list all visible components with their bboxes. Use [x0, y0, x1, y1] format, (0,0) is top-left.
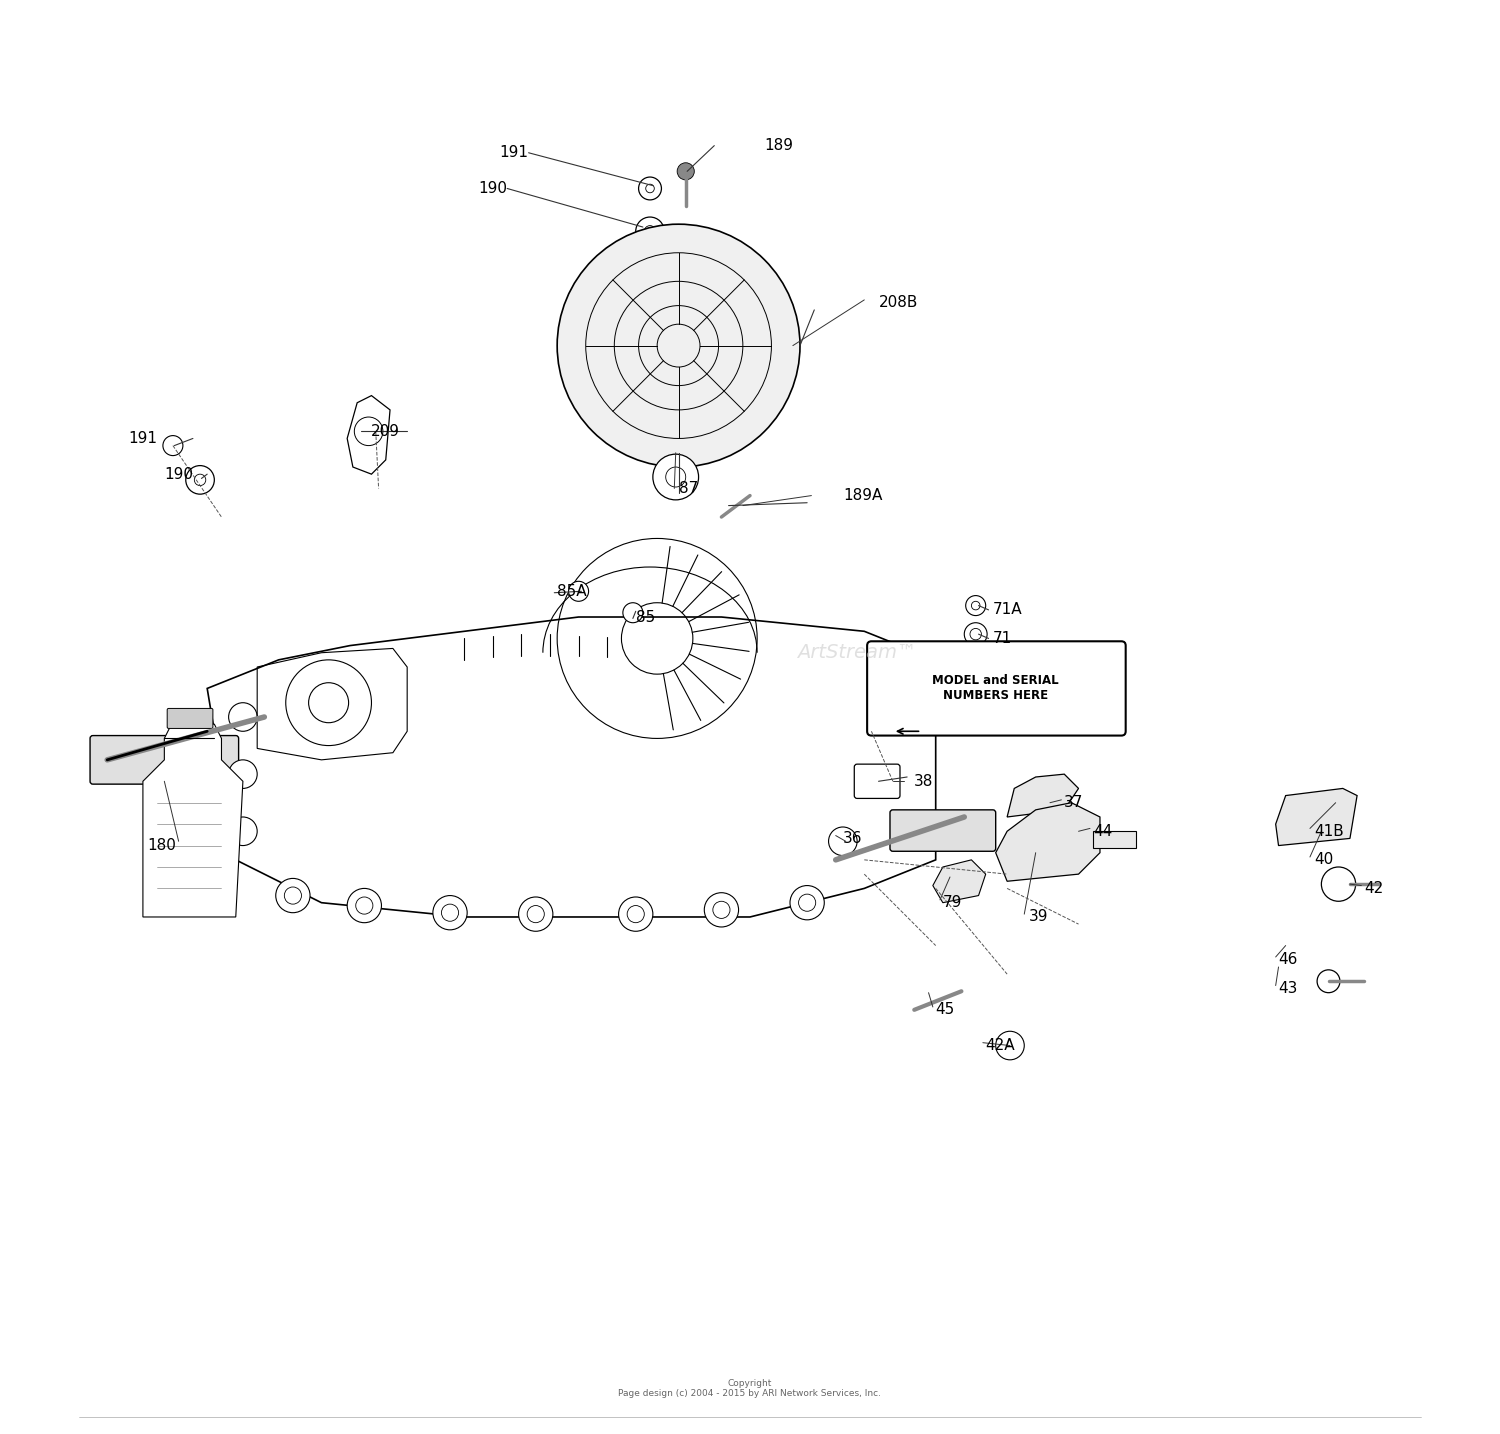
Polygon shape [1094, 832, 1136, 849]
Text: 180: 180 [147, 837, 176, 853]
Circle shape [966, 595, 986, 615]
Text: 85A: 85A [556, 584, 586, 599]
Text: 43: 43 [1278, 981, 1298, 995]
Polygon shape [996, 803, 1100, 882]
Circle shape [652, 455, 699, 500]
Circle shape [964, 622, 987, 645]
Circle shape [996, 1031, 1024, 1060]
Text: 79: 79 [944, 895, 962, 911]
Circle shape [354, 417, 382, 446]
Circle shape [636, 217, 664, 245]
Polygon shape [346, 396, 390, 475]
FancyBboxPatch shape [166, 708, 213, 728]
Text: Copyright
Page design (c) 2004 - 2015 by ARI Network Services, Inc.: Copyright Page design (c) 2004 - 2015 by… [618, 1378, 882, 1398]
Text: 42A: 42A [986, 1038, 1016, 1053]
Circle shape [519, 898, 554, 931]
Text: 191: 191 [128, 432, 158, 446]
Circle shape [1322, 868, 1356, 902]
Text: 209: 209 [370, 424, 400, 439]
Circle shape [186, 466, 214, 495]
Circle shape [228, 703, 256, 731]
Text: 42: 42 [1364, 880, 1383, 896]
Text: 71: 71 [993, 631, 1012, 645]
Text: 71A: 71A [993, 602, 1023, 618]
Circle shape [790, 886, 825, 919]
Circle shape [556, 224, 800, 467]
Text: 39: 39 [1029, 909, 1048, 925]
Circle shape [622, 602, 644, 622]
Text: 190: 190 [478, 181, 507, 196]
Text: 190: 190 [164, 466, 194, 482]
Circle shape [705, 893, 738, 926]
Polygon shape [933, 860, 986, 902]
Circle shape [639, 176, 662, 199]
Polygon shape [142, 724, 243, 916]
Text: 85: 85 [636, 609, 656, 625]
Circle shape [1317, 969, 1340, 992]
Circle shape [228, 817, 256, 846]
Circle shape [228, 760, 256, 789]
Circle shape [676, 163, 694, 179]
Text: 191: 191 [500, 145, 528, 161]
Text: 46: 46 [1278, 952, 1298, 968]
Polygon shape [1007, 774, 1078, 817]
Circle shape [276, 879, 310, 912]
Text: MODEL and SERIAL
NUMBERS HERE: MODEL and SERIAL NUMBERS HERE [933, 674, 1059, 703]
FancyBboxPatch shape [867, 641, 1125, 736]
Text: 45: 45 [936, 1002, 956, 1017]
Text: 189A: 189A [843, 488, 882, 503]
Polygon shape [1275, 789, 1358, 846]
Text: 38: 38 [915, 774, 933, 789]
FancyBboxPatch shape [855, 764, 900, 799]
Text: 41B: 41B [1314, 823, 1344, 839]
FancyBboxPatch shape [890, 810, 996, 852]
Text: 189: 189 [765, 138, 794, 153]
Circle shape [346, 889, 381, 922]
Text: 44: 44 [1094, 823, 1112, 839]
Text: 87: 87 [678, 480, 698, 496]
Circle shape [568, 581, 588, 601]
Text: ArtStream™: ArtStream™ [798, 644, 916, 663]
Circle shape [618, 898, 652, 931]
Text: 37: 37 [1065, 796, 1083, 810]
Text: 40: 40 [1314, 852, 1334, 868]
Circle shape [164, 436, 183, 456]
FancyBboxPatch shape [90, 736, 238, 784]
Text: 208B: 208B [879, 295, 918, 310]
Text: 36: 36 [843, 830, 862, 846]
Circle shape [433, 896, 466, 929]
